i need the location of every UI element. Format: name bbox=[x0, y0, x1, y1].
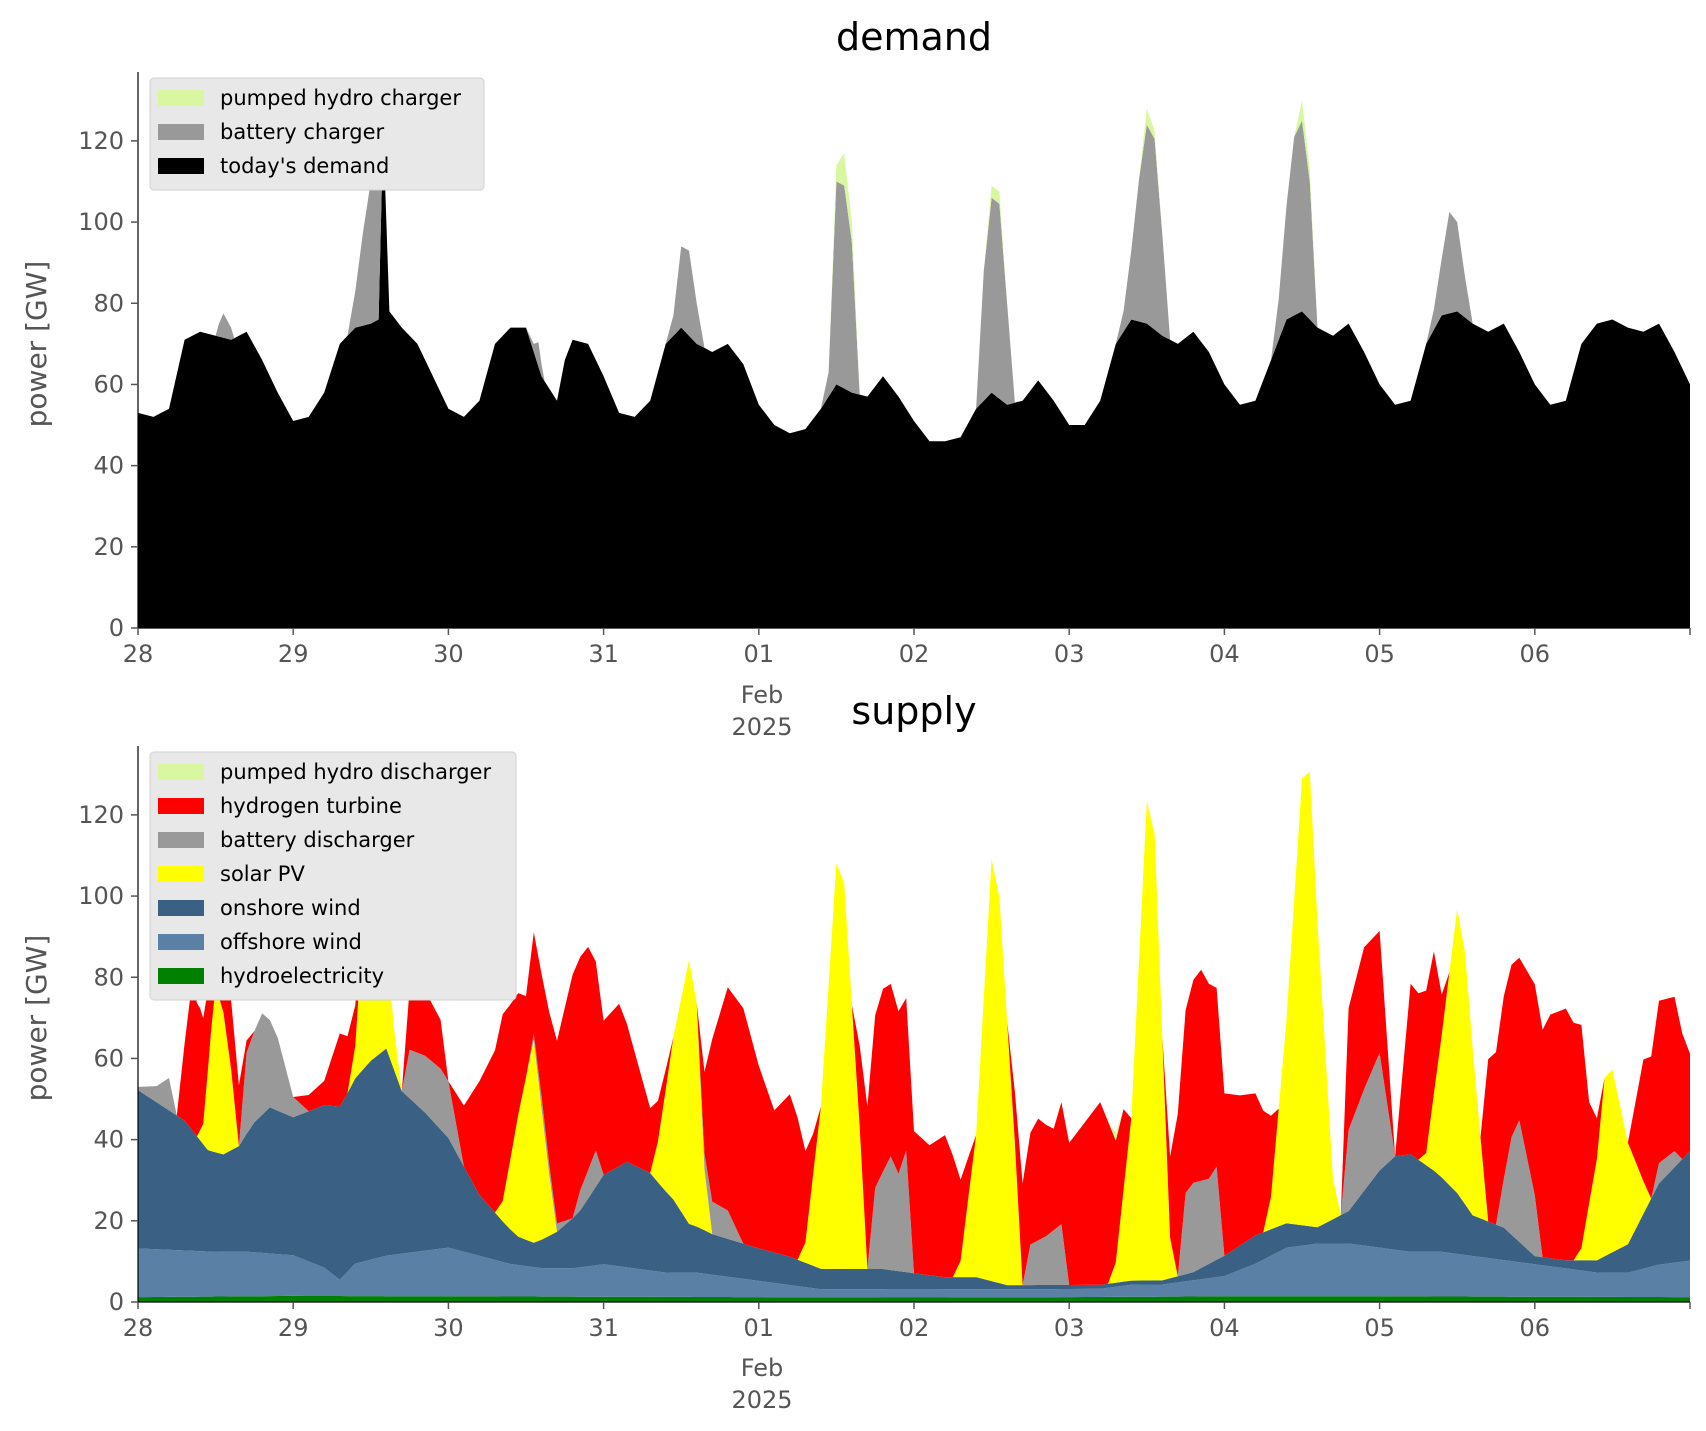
x-tick-label: 30 bbox=[433, 1314, 464, 1342]
supply-x-axis: 28 29 30 31 01 02 03 04 05 06 bbox=[123, 1301, 1691, 1342]
x-tick-label: 02 bbox=[899, 1314, 930, 1342]
x-tick-label: 04 bbox=[1209, 640, 1240, 668]
supply-legend: pumped hydro discharger hydrogen turbine b… bbox=[149, 751, 517, 1001]
legend-swatch-today-s-demand bbox=[158, 158, 204, 174]
supply-area-offshore-wind bbox=[138, 1243, 1690, 1298]
supply-year-label: 2025 bbox=[731, 1386, 792, 1414]
demand-x-axis: 28 29 30 31 01 02 03 04 05 06 bbox=[123, 627, 1691, 668]
legend-label-solar-pv: solar PV bbox=[220, 862, 305, 886]
y-tick-label: 100 bbox=[78, 882, 124, 910]
demand-year-label: 2025 bbox=[731, 713, 792, 741]
y-tick-label: 0 bbox=[109, 1288, 124, 1316]
supply-area-battery-discharger bbox=[138, 771, 1690, 1286]
legend-label-battery-discharger: battery discharger bbox=[220, 828, 415, 852]
x-tick-label: 03 bbox=[1054, 1314, 1085, 1342]
legend-swatch-offshore-wind bbox=[158, 934, 204, 950]
supply-area-hydroelectricity bbox=[138, 1295, 1690, 1302]
x-tick-label: 03 bbox=[1054, 640, 1085, 668]
demand-area-today-s-demand bbox=[138, 128, 1690, 628]
y-tick-label: 40 bbox=[93, 452, 124, 480]
legend-box bbox=[149, 751, 517, 1001]
y-tick-label: 40 bbox=[93, 1126, 124, 1154]
demand-areas bbox=[138, 100, 1690, 628]
demand-chart: demand 0 20 40 60 80 100 120 28 29 30 31 01 02 03 04 0… bbox=[20, 15, 1691, 741]
x-tick-label: 31 bbox=[588, 640, 619, 668]
x-tick-label: 29 bbox=[278, 1314, 309, 1342]
x-tick-label: 28 bbox=[123, 640, 154, 668]
supply-y-axis-label: power [GW] bbox=[20, 935, 53, 1102]
legend-label-offshore-wind: offshore wind bbox=[220, 930, 362, 954]
supply-areas bbox=[138, 771, 1690, 1302]
y-tick-label: 0 bbox=[109, 614, 124, 642]
legend-swatch-pumped-hydro-discharger bbox=[158, 764, 204, 780]
y-tick-label: 20 bbox=[93, 1207, 124, 1235]
legend-label-pumped-hydro-charger: pumped hydro charger bbox=[220, 86, 461, 110]
x-tick-label: 05 bbox=[1364, 1314, 1395, 1342]
legend-label-hydrogen-turbine: hydrogen turbine bbox=[220, 794, 402, 818]
x-tick-label: 31 bbox=[588, 1314, 619, 1342]
y-tick-label: 80 bbox=[93, 963, 124, 991]
x-tick-label: 06 bbox=[1520, 640, 1551, 668]
demand-y-axis-label: power [GW] bbox=[20, 261, 53, 428]
x-tick-label: 28 bbox=[123, 1314, 154, 1342]
legend-label-pumped-hydro-discharger: pumped hydro discharger bbox=[220, 760, 491, 784]
demand-title: demand bbox=[836, 15, 992, 59]
y-tick-label: 120 bbox=[78, 801, 124, 829]
x-tick-label: 06 bbox=[1520, 1314, 1551, 1342]
x-tick-label: 02 bbox=[899, 640, 930, 668]
demand-legend: pumped hydro charger battery charger today… bbox=[149, 77, 485, 191]
y-tick-label: 80 bbox=[93, 289, 124, 317]
supply-month-label: Feb bbox=[741, 1354, 784, 1382]
supply-y-axis: 0 20 40 60 80 100 120 bbox=[78, 746, 139, 1316]
demand-month-label: Feb bbox=[741, 681, 784, 709]
x-tick-label: 05 bbox=[1364, 640, 1395, 668]
y-tick-label: 60 bbox=[93, 1044, 124, 1072]
y-tick-label: 20 bbox=[93, 533, 124, 561]
x-tick-label: 01 bbox=[744, 640, 775, 668]
y-tick-label: 120 bbox=[78, 127, 124, 155]
legend-label-today-s-demand: today's demand bbox=[220, 154, 389, 178]
supply-area-hydrogen-turbine bbox=[138, 771, 1690, 1286]
x-tick-label: 30 bbox=[433, 640, 464, 668]
legend-swatch-battery-discharger bbox=[158, 832, 204, 848]
legend-swatch-onshore-wind bbox=[158, 900, 204, 916]
x-tick-label: 04 bbox=[1209, 1314, 1240, 1342]
demand-area-battery-charger bbox=[138, 120, 1690, 442]
x-tick-label: 01 bbox=[744, 1314, 775, 1342]
x-tick-label: 29 bbox=[278, 640, 309, 668]
legend-swatch-battery-charger bbox=[158, 124, 204, 140]
demand-y-axis: 0 20 40 60 80 100 120 bbox=[78, 72, 139, 642]
legend-box bbox=[149, 77, 485, 191]
legend-label-onshore-wind: onshore wind bbox=[220, 896, 361, 920]
legend-label-hydroelectricity: hydroelectricity bbox=[220, 964, 384, 988]
supply-chart: supply 0 20 40 60 80 100 120 28 29 30 31 01 02 03 04 0… bbox=[20, 689, 1691, 1414]
supply-area-onshore-wind bbox=[138, 1048, 1690, 1290]
y-tick-label: 60 bbox=[93, 370, 124, 398]
legend-swatch-hydroelectricity bbox=[158, 968, 204, 984]
y-tick-label: 100 bbox=[78, 208, 124, 236]
supply-title: supply bbox=[851, 689, 976, 733]
legend-swatch-solar-pv bbox=[158, 866, 204, 882]
supply-area-solar-pv bbox=[138, 771, 1690, 1286]
legend-swatch-pumped-hydro-charger bbox=[158, 90, 204, 106]
legend-label-battery-charger: battery charger bbox=[220, 120, 385, 144]
legend-swatch-hydrogen-turbine bbox=[158, 798, 204, 814]
